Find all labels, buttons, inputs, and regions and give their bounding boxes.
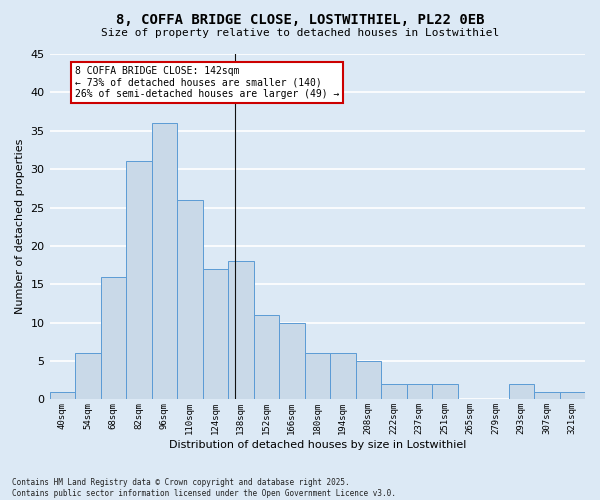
Text: Size of property relative to detached houses in Lostwithiel: Size of property relative to detached ho… — [101, 28, 499, 38]
Bar — [50, 392, 75, 400]
Bar — [75, 354, 101, 400]
Bar — [228, 261, 254, 400]
Bar — [356, 361, 381, 400]
Bar — [432, 384, 458, 400]
Bar — [152, 123, 177, 400]
Bar — [279, 322, 305, 400]
Bar — [381, 384, 407, 400]
Bar — [407, 384, 432, 400]
Bar — [509, 384, 534, 400]
Bar — [330, 354, 356, 400]
Text: 8, COFFA BRIDGE CLOSE, LOSTWITHIEL, PL22 0EB: 8, COFFA BRIDGE CLOSE, LOSTWITHIEL, PL22… — [116, 12, 484, 26]
Bar — [254, 315, 279, 400]
Text: Contains HM Land Registry data © Crown copyright and database right 2025.
Contai: Contains HM Land Registry data © Crown c… — [12, 478, 396, 498]
Bar — [534, 392, 560, 400]
Bar — [305, 354, 330, 400]
Y-axis label: Number of detached properties: Number of detached properties — [15, 139, 25, 314]
Bar — [177, 200, 203, 400]
Bar — [101, 276, 126, 400]
Bar — [203, 269, 228, 400]
Bar — [126, 162, 152, 400]
Bar — [560, 392, 585, 400]
X-axis label: Distribution of detached houses by size in Lostwithiel: Distribution of detached houses by size … — [169, 440, 466, 450]
Text: 8 COFFA BRIDGE CLOSE: 142sqm
← 73% of detached houses are smaller (140)
26% of s: 8 COFFA BRIDGE CLOSE: 142sqm ← 73% of de… — [75, 66, 340, 98]
